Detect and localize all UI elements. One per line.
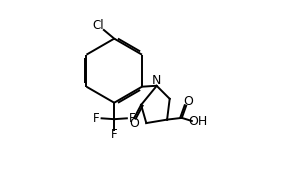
Text: N: N xyxy=(152,74,161,87)
Text: F: F xyxy=(93,112,99,125)
Text: O: O xyxy=(183,95,193,108)
Text: Cl: Cl xyxy=(92,19,104,32)
Text: F: F xyxy=(111,128,118,141)
Text: O: O xyxy=(129,117,139,130)
Text: F: F xyxy=(129,112,136,125)
Text: OH: OH xyxy=(188,115,207,128)
